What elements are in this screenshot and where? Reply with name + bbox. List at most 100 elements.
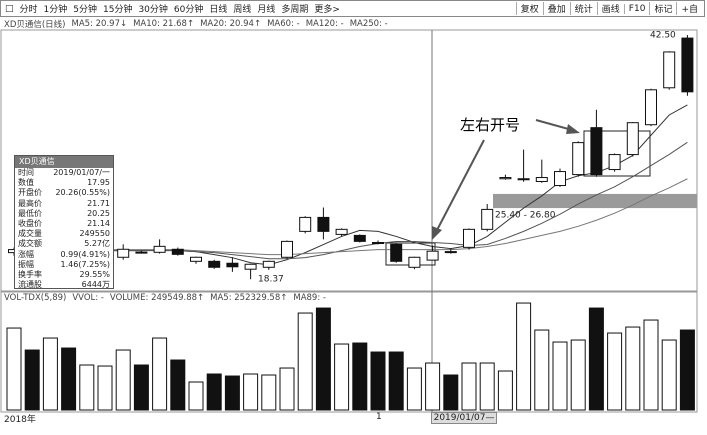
candle-body bbox=[626, 122, 639, 156]
popup-key: 最低价 bbox=[18, 208, 42, 218]
volume-bar bbox=[315, 307, 331, 411]
candle-body bbox=[281, 240, 293, 258]
info-popup: XD贝通信 时间 2019/01/07/一 数值 17.95 开盘价 20.26(0.55%… bbox=[14, 155, 114, 289]
popup-row: 振幅 1.46(7.25%) bbox=[15, 260, 113, 270]
popup-value: 20.25 bbox=[87, 208, 110, 218]
volume-bar bbox=[188, 381, 204, 411]
volume-bar bbox=[570, 339, 586, 411]
volume-bar bbox=[643, 319, 659, 411]
popup-row: 换手率 29.55% bbox=[15, 270, 113, 280]
popup-row: 流通股 6444万 bbox=[15, 280, 113, 290]
volume-bar bbox=[370, 351, 386, 411]
toolbar-item[interactable]: 复权 bbox=[515, 2, 543, 15]
candle-body bbox=[663, 51, 676, 89]
candle-body bbox=[535, 177, 548, 182]
popup-row: 收盘价 21.14 bbox=[15, 219, 113, 229]
candle-body bbox=[645, 89, 657, 126]
popup-value: 17.95 bbox=[87, 178, 110, 188]
candle-body bbox=[681, 37, 694, 93]
volume-bar bbox=[588, 307, 604, 411]
popup-row: 时间 2019/01/07/一 bbox=[15, 168, 113, 178]
candle-body bbox=[208, 260, 221, 268]
toolbar-item[interactable]: +自 bbox=[676, 2, 702, 15]
volume-bar bbox=[297, 312, 313, 411]
ma-line bbox=[14, 178, 688, 256]
popup-value: 21.14 bbox=[87, 218, 110, 228]
vol-header: VOL-TDX(5,89) VVOL: - VOLUME: 249549.88↑ MA… bbox=[0, 292, 332, 304]
candle-body bbox=[335, 228, 348, 235]
volume-bar bbox=[425, 362, 441, 411]
candle-body bbox=[190, 256, 202, 262]
toolbar-item[interactable]: 画线 bbox=[596, 2, 624, 15]
volume-bar bbox=[352, 342, 368, 411]
popup-key: 换手率 bbox=[18, 269, 42, 279]
candle-body bbox=[408, 256, 421, 268]
x-tick-label: 2018年 bbox=[4, 415, 36, 425]
candle-body bbox=[135, 251, 148, 254]
toolbar-item[interactable]: 1分钟 bbox=[43, 5, 68, 15]
volume-bar bbox=[97, 365, 113, 411]
toolbar-item[interactable]: 叠加 bbox=[542, 2, 570, 15]
toolbar: □ 分时 1分钟 5分钟 15分钟 30分钟 60分钟 日线 周线 月线 多周期 更多> 复权 叠加 统计画… bbox=[0, 0, 705, 17]
arrow bbox=[435, 139, 485, 233]
candle-body bbox=[153, 245, 166, 253]
candle-body bbox=[226, 262, 239, 268]
candle-body bbox=[299, 216, 312, 232]
volume-bar bbox=[388, 351, 404, 411]
toolbar-item[interactable]: 标记 bbox=[649, 2, 676, 15]
popup-row: 开盘价 20.26(0.55%) bbox=[15, 188, 113, 198]
popup-key: 收盘价 bbox=[18, 218, 42, 228]
candle-body bbox=[390, 243, 403, 262]
volume-bar bbox=[170, 359, 186, 411]
popup-key: 涨幅 bbox=[18, 249, 34, 259]
toolbar-item[interactable]: 5分钟 bbox=[73, 5, 97, 15]
toolbar-item[interactable]: 60分钟 bbox=[173, 5, 204, 15]
icon: □ bbox=[5, 3, 14, 14]
price-panel bbox=[0, 29, 698, 292]
popup-row: 最低价 20.25 bbox=[15, 209, 113, 219]
toolbar-item[interactable]: F10 bbox=[623, 3, 650, 14]
candle-body bbox=[117, 248, 130, 258]
vol-label: VVOL: - bbox=[72, 293, 104, 303]
candle-body bbox=[590, 127, 603, 176]
popup-row: 涨幅 0.99(4.91%) bbox=[15, 250, 113, 260]
volume-bar bbox=[461, 362, 477, 411]
candle-body bbox=[353, 234, 366, 242]
arrow bbox=[535, 119, 573, 131]
popup-key: 最高价 bbox=[18, 198, 42, 208]
toolbar-item[interactable]: 15分钟 bbox=[103, 5, 133, 15]
toolbar-item[interactable]: 日线 bbox=[209, 5, 228, 15]
volume-bar bbox=[279, 367, 295, 411]
toolbar-item[interactable]: 统计 bbox=[569, 2, 597, 15]
toolbar-item[interactable]: 更多> bbox=[314, 5, 340, 15]
popup-value: 29.55% bbox=[79, 269, 110, 279]
popup-key: 成交量 bbox=[18, 229, 42, 239]
x-axis: 2018年 1 2019/01/07— bbox=[0, 412, 705, 425]
arrowhead bbox=[432, 226, 442, 240]
popup-value: 1.46(7.25%) bbox=[60, 259, 110, 269]
annotation: 左右开号 bbox=[460, 116, 520, 134]
candle-body bbox=[444, 251, 457, 254]
band-label: 25.40 - 26.80 bbox=[495, 211, 556, 221]
popup-key: 开盘价 bbox=[18, 188, 42, 198]
popup-key: 数值 bbox=[18, 178, 34, 188]
volume-bar bbox=[133, 364, 149, 411]
toolbar-item[interactable]: 30分钟 bbox=[138, 5, 168, 15]
candle-body bbox=[608, 154, 621, 171]
toolbar-item[interactable]: 多周期 bbox=[281, 5, 309, 15]
toolbar-item[interactable]: 月线 bbox=[257, 5, 276, 15]
volume-bar bbox=[497, 370, 513, 411]
popup-row: 成交量 249550 bbox=[15, 229, 113, 239]
vol-label: MA5: 252329.58↑ bbox=[210, 293, 288, 303]
popup-title: XD贝通信 bbox=[15, 156, 113, 168]
high-label: 42.50 bbox=[650, 31, 676, 41]
candle-body bbox=[554, 171, 566, 187]
popup-key: 成交额 bbox=[18, 239, 42, 249]
ma-label: MA60: - bbox=[267, 19, 300, 29]
popup-value: 20.26(0.55%) bbox=[55, 188, 110, 198]
toolbar-item[interactable]: 分时 bbox=[19, 5, 38, 15]
candle-body bbox=[426, 250, 439, 261]
toolbar-item[interactable]: 周线 bbox=[233, 5, 252, 15]
volume-bar bbox=[24, 349, 40, 411]
